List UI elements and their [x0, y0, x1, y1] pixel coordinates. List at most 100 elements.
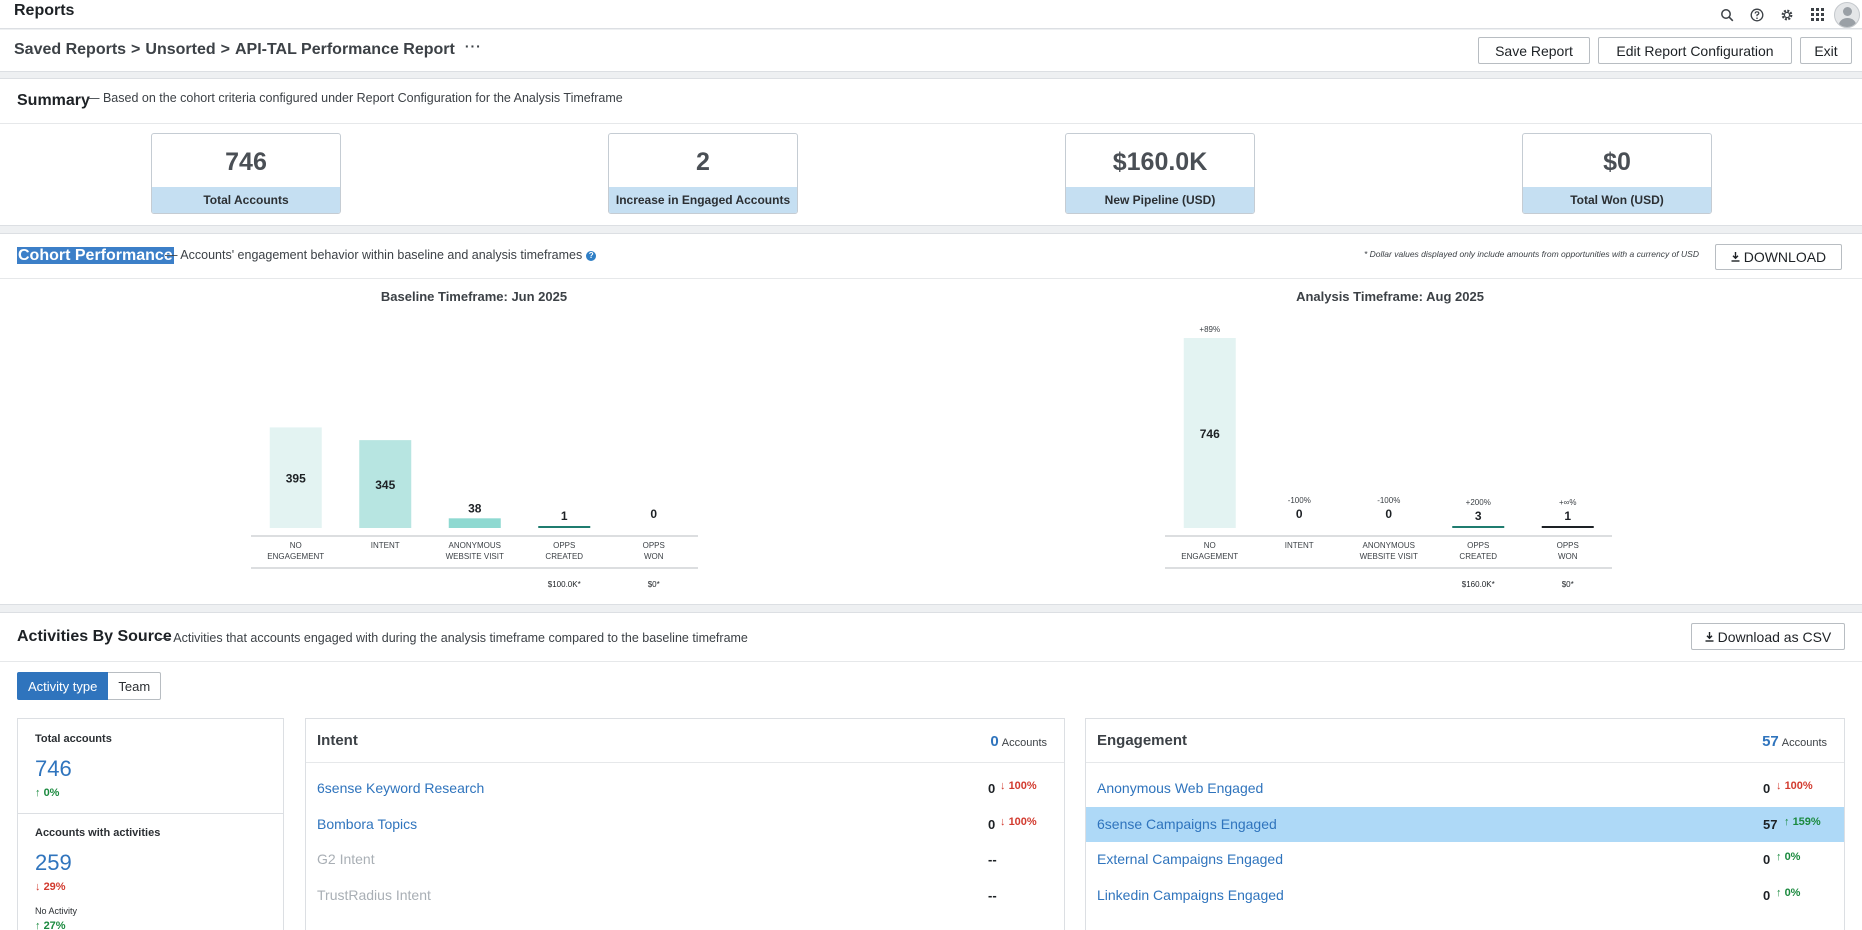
summary-description: — Based on the cohort criteria configure… [87, 91, 623, 105]
total-accounts-change: ↑ 0% [35, 787, 59, 799]
breadcrumb-unsorted[interactable]: Unsorted [145, 41, 216, 58]
card-value: $160.0K [1112, 148, 1208, 176]
count-label: Accounts [1001, 737, 1047, 749]
tab-team[interactable]: Team [108, 672, 162, 700]
cohort-title-text: Cohort Performance [17, 247, 174, 264]
card-label: Total Accounts [152, 187, 340, 213]
view-toggle: Activity type Team [17, 672, 162, 700]
breadcrumb-saved-reports[interactable]: Saved Reports [14, 41, 127, 58]
source-name[interactable]: Anonymous Web Engaged [1097, 780, 1264, 796]
source-name: G2 Intent [317, 851, 375, 867]
arrow-up-icon: ↑ [1784, 815, 1793, 828]
change-value: 100% [1008, 780, 1037, 792]
summary-title: Summary [17, 92, 90, 109]
source-row[interactable]: 6sense Campaigns Engaged 57 ↑ 159% [1086, 806, 1844, 842]
info-icon[interactable]: ? [586, 251, 597, 261]
change-value: 0% [1784, 851, 1801, 863]
cohort-description: — Accounts' engagement behavior within b… [165, 248, 597, 262]
source-row[interactable]: 6sense Keyword Research 0 ↓ 100% [306, 771, 1064, 806]
source-value: 0 [1763, 781, 1771, 796]
intent-account-count: 0 Accounts [990, 733, 1047, 750]
count-value: 57 [1762, 733, 1779, 750]
source-row[interactable]: G2 Intent -- [306, 842, 1064, 877]
cohort-description-text: — Accounts' engagement behavior within b… [165, 248, 583, 262]
apps-grid-icon[interactable] [1802, 0, 1832, 29]
card-label: Total Won (USD) [1523, 187, 1711, 213]
top-bar-icons [1712, 0, 1862, 29]
source-change: ↑ 0% [1776, 851, 1800, 863]
source-row[interactable]: Anonymous Web Engaged 0 ↓ 100% [1086, 771, 1844, 806]
save-report-button[interactable]: Save Report [1478, 37, 1590, 64]
arrow-up-icon: ↑ [1776, 886, 1785, 899]
download-button[interactable]: DOWNLOAD [1715, 244, 1842, 270]
count-label: Accounts [1781, 737, 1827, 749]
arrow-down-icon: ↓ [1000, 780, 1009, 792]
summary-card-total-accounts: 746 Total Accounts [151, 133, 341, 214]
cohort-performance-panel: Cohort Performance — Accounts' engagemen… [0, 233, 1862, 605]
change-value: 100% [1008, 815, 1037, 828]
search-icon[interactable] [1712, 0, 1742, 29]
gear-icon[interactable] [1772, 0, 1802, 29]
avatar[interactable] [1834, 1, 1860, 28]
change-value: 27% [43, 920, 66, 930]
edit-report-configuration-button[interactable]: Edit Report Configuration [1598, 37, 1792, 64]
intent-header: Intent 0 Accounts [306, 719, 1064, 763]
intent-source-box: Intent 0 Accounts 6sense Keyword Research… [305, 718, 1065, 930]
card-value: 746 [225, 148, 267, 176]
source-name[interactable]: External Campaigns Engaged [1097, 851, 1284, 867]
tab-activity-type[interactable]: Activity type [17, 672, 109, 700]
total-accounts-label: Total accounts [35, 733, 112, 745]
divider [18, 813, 283, 814]
download-icon [1731, 252, 1740, 262]
source-change: ↑ 159% [1784, 816, 1821, 828]
source-name[interactable]: Linkedin Campaigns Engaged [1097, 886, 1284, 903]
download-label: DOWNLOAD [1743, 249, 1827, 265]
count-value: 0 [990, 733, 999, 750]
source-change: ↑ 0% [1776, 887, 1800, 899]
total-accounts-value: 746 [35, 756, 72, 781]
avatar-wrapper[interactable] [1832, 0, 1862, 29]
accounts-with-activities-value: 259 [35, 850, 72, 875]
card-label: New Pipeline (USD) [1066, 187, 1254, 213]
summary-card-total-won: $0 Total Won (USD) [1522, 133, 1712, 214]
more-options-icon[interactable]: ··· [464, 38, 482, 54]
app-title: Reports [14, 2, 75, 19]
change-value: 100% [1784, 780, 1813, 792]
no-activity-change: ↑ 27% [35, 920, 66, 930]
cohort-header: Cohort Performance — Accounts' engagemen… [0, 234, 1862, 279]
report-header: Saved Reports > Unsorted > API-TAL Perfo… [0, 30, 1862, 72]
change-value: 29% [43, 881, 66, 893]
source-name[interactable]: 6sense Keyword Research [317, 780, 485, 796]
change-value: 0% [1784, 886, 1801, 899]
arrow-down-icon: ↓ [35, 881, 44, 893]
cohort-title: Cohort Performance [17, 247, 174, 265]
summary-card-new-pipeline: $160.0K New Pipeline (USD) [1065, 133, 1255, 214]
source-name: TrustRadius Intent [317, 886, 431, 903]
source-name[interactable]: Bombora Topics [317, 815, 418, 832]
arrow-down-icon: ↓ [1000, 815, 1009, 828]
engagement-title: Engagement [1097, 732, 1188, 749]
source-value: 0 [1763, 887, 1771, 903]
source-name[interactable]: 6sense Campaigns Engaged [1097, 815, 1277, 832]
download-csv-label: Download as CSV [1717, 628, 1832, 645]
source-row[interactable]: Linkedin Campaigns Engaged 0 ↑ 0% [1086, 878, 1844, 913]
source-change: ↓ 100% [1000, 816, 1037, 828]
summary-card-engaged-increase: 2 Increase in Engaged Accounts [608, 133, 798, 214]
arrow-up-icon: ↑ [35, 920, 44, 930]
download-icon [1705, 631, 1714, 642]
accounts-with-activities-label: Accounts with activities [35, 827, 161, 839]
breadcrumb-separator: > [220, 41, 230, 58]
accounts-with-activities-change: ↓ 29% [35, 881, 66, 893]
card-label: Increase in Engaged Accounts [609, 187, 797, 213]
exit-button[interactable]: Exit [1800, 37, 1852, 64]
source-value: 57 [1763, 816, 1778, 832]
analysis-chart-title: Analysis Timeframe: Aug 2025 [1296, 289, 1484, 304]
source-row[interactable]: External Campaigns Engaged 0 ↑ 0% [1086, 842, 1844, 877]
source-row[interactable]: TrustRadius Intent -- [306, 878, 1064, 913]
source-change: ↓ 100% [1000, 780, 1037, 792]
help-icon[interactable] [1742, 0, 1772, 29]
source-row[interactable]: Bombora Topics 0 ↓ 100% [306, 807, 1064, 842]
download-csv-button[interactable]: Download as CSV [1691, 623, 1845, 650]
summary-header: Summary — Based on the cohort criteria c… [0, 79, 1862, 124]
source-value: 0 [988, 781, 996, 796]
